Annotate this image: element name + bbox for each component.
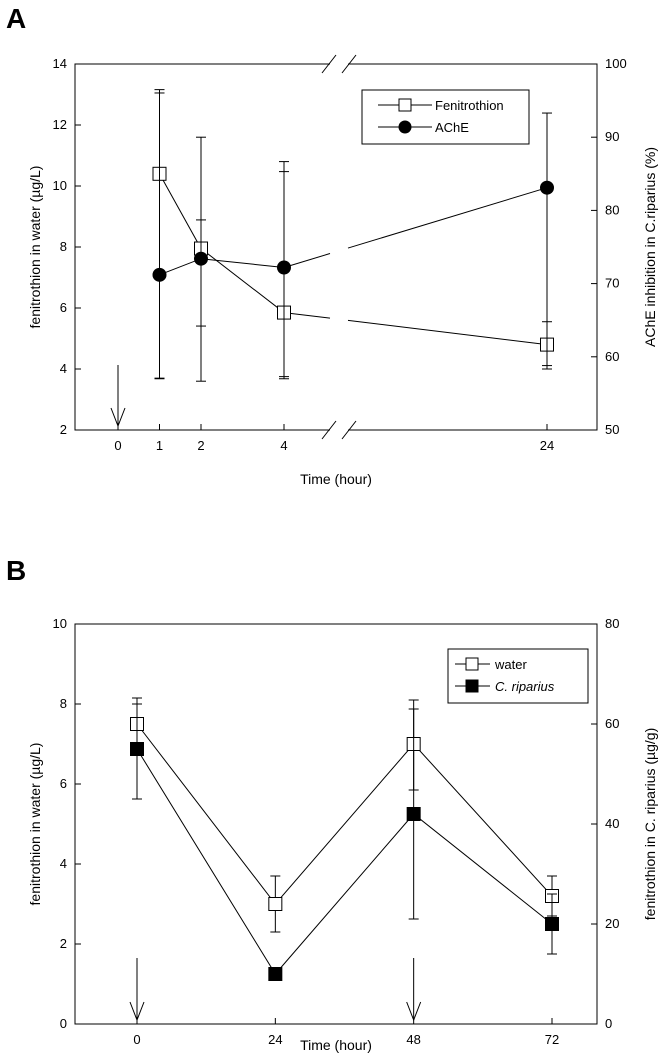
y-right-tick-label: 80 (605, 202, 619, 217)
data-point-filled-circle (152, 267, 167, 282)
y-right-tick-label: 60 (605, 716, 619, 731)
axis-break-gap (330, 427, 348, 433)
x-tick-label: 2 (197, 438, 204, 453)
y-right-tick-label: 90 (605, 129, 619, 144)
series-line (136, 748, 553, 975)
panel-a-label: A (6, 3, 26, 34)
y-left-tick-label: 0 (60, 1016, 67, 1031)
y-left-tick-label: 6 (60, 300, 67, 315)
panel-b-x-ticks: 0 24 48 72 (133, 1018, 559, 1047)
panel-b-series (130, 697, 559, 981)
legend-marker-filled-circle (398, 120, 412, 134)
y-right-tick-label: 60 (605, 349, 619, 364)
panel-b-annotations (129, 958, 422, 1022)
panel-b-y-left-label: fenitrothion in water (µg/L) (27, 743, 43, 906)
legend-label-c-riparius: C. riparius (495, 679, 555, 694)
panel-a-y-right-ticks: 50 60 70 80 90 100 (591, 56, 627, 437)
panel-a-y-right-label: AChE inhibition in C.riparius (%) (642, 147, 658, 347)
panel-a-x-axis-label: Time (hour) (300, 471, 372, 487)
data-point-filled-circle (540, 180, 554, 195)
x-tick-label: 4 (280, 438, 287, 453)
legend-label-ache: AChE (435, 120, 469, 135)
axis-break-slash (341, 54, 357, 74)
series-line (347, 187, 548, 249)
y-left-tick-label: 10 (53, 178, 67, 193)
y-left-tick-label: 12 (53, 117, 67, 132)
data-point-filled-square (268, 967, 283, 981)
y-right-tick-label: 70 (605, 276, 619, 291)
y-left-tick-label: 8 (60, 239, 67, 254)
series-line (347, 319, 548, 346)
x-tick-label: 72 (545, 1032, 559, 1047)
y-left-tick-label: 2 (60, 936, 67, 951)
panel-a-axis-break (321, 54, 357, 440)
series-line (283, 312, 331, 319)
legend-label-water: water (494, 657, 527, 672)
series-line (159, 173, 285, 313)
legend-marker-filled-square (465, 679, 479, 693)
y-right-tick-label: 100 (605, 56, 627, 71)
x-tick-label: 1 (156, 438, 163, 453)
arrow-head (129, 1001, 145, 1022)
legend-marker-open-square (465, 657, 479, 671)
y-left-tick-label: 4 (60, 856, 67, 871)
y-left-tick-label: 10 (53, 616, 67, 631)
panel-a-legend-box (361, 89, 530, 145)
axis-break-gap (330, 61, 348, 67)
panel-a-series (152, 89, 554, 382)
y-right-tick-label: 50 (605, 422, 619, 437)
arrow-head (406, 1001, 422, 1022)
legend-label-fenitrothion: Fenitrothion (435, 98, 504, 113)
y-left-tick-label: 8 (60, 696, 67, 711)
panel-a-x-ticks: 0 1 2 4 24 (114, 424, 554, 453)
panel-b-y-right-label: fenitrothion in C. riparius (µg/g) (642, 728, 658, 920)
panel-a-y-left-ticks: 2 4 6 8 10 12 14 (53, 56, 81, 437)
data-point-filled-square (406, 807, 421, 821)
panel-b-label: B (6, 555, 26, 586)
axis-break-slash (321, 54, 337, 74)
y-right-tick-label: 0 (605, 1016, 612, 1031)
data-point-open-square (268, 897, 283, 911)
panel-a: A Time (hour) fenitrothion in water (µg/… (6, 3, 658, 487)
y-right-tick-label: 20 (605, 916, 619, 931)
series-line (159, 258, 285, 276)
data-point-filled-circle (194, 251, 208, 266)
arrow-head (110, 407, 126, 428)
x-tick-label: 24 (540, 438, 554, 453)
panel-a-legend: Fenitrothion AChE (361, 89, 530, 145)
y-right-tick-label: 80 (605, 616, 619, 631)
x-tick-label: 0 (133, 1032, 140, 1047)
x-tick-label: 24 (268, 1032, 282, 1047)
panel-a-y-left-label: fenitrothion in water (µg/L) (27, 166, 43, 329)
panel-a-annotations (110, 365, 126, 428)
y-left-tick-label: 2 (60, 422, 67, 437)
series-line (283, 253, 331, 268)
y-left-tick-label: 6 (60, 776, 67, 791)
data-point-filled-square (545, 917, 559, 931)
data-point-filled-square (130, 742, 144, 756)
series-line (136, 723, 553, 905)
x-tick-label: 48 (406, 1032, 420, 1047)
panel-b-y-right-ticks: 0 20 40 60 80 (591, 616, 619, 1031)
legend-marker-open-square (398, 98, 412, 112)
panel-b-y-left-ticks: 0 2 4 6 8 10 (53, 616, 81, 1031)
panel-b-legend: water C. riparius (447, 648, 589, 704)
axis-break-slash (341, 420, 357, 440)
panel-b-x-axis-label: Time (hour) (300, 1037, 372, 1053)
y-left-tick-label: 4 (60, 361, 67, 376)
y-left-tick-label: 14 (53, 56, 67, 71)
axis-break-slash (321, 420, 337, 440)
panel-b: B Time (hour) fenitrothion in water (µg/… (6, 555, 658, 1053)
y-right-tick-label: 40 (605, 816, 619, 831)
data-point-filled-circle (277, 260, 291, 275)
x-tick-label: 0 (114, 438, 121, 453)
